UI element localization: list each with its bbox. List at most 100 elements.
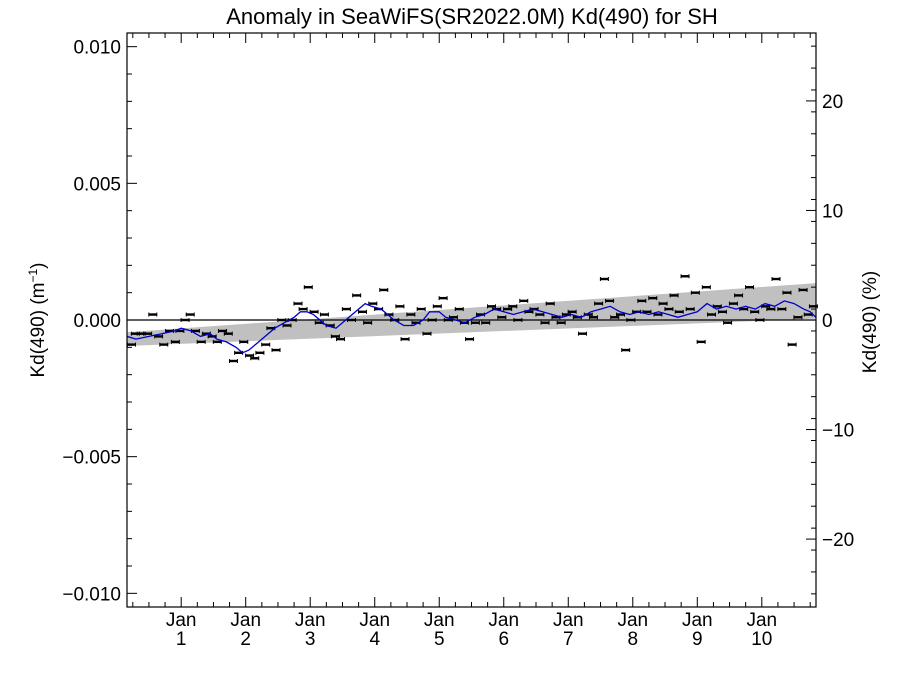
data-point-7: [159, 342, 169, 347]
running-mean-line: [126, 300, 817, 354]
data-point-48: [379, 287, 389, 292]
data-point-107: [696, 339, 706, 344]
data-point-116: [745, 285, 755, 290]
data-point-106: [690, 290, 700, 295]
data-point-26: [261, 342, 271, 347]
y-right-tick-label: 20: [822, 92, 843, 113]
data-point-79: [545, 301, 555, 306]
data-point-59: [438, 296, 448, 301]
data-point-98: [648, 296, 658, 301]
data-point-9: [170, 339, 180, 344]
y-right-tick-label: −10: [822, 421, 854, 442]
data-point-91: [610, 315, 620, 320]
y-axis-label-left-main: Kd(490) (m: [28, 282, 49, 377]
data-point-65: [470, 320, 480, 325]
data-point-40: [336, 337, 346, 342]
data-point-16: [207, 334, 217, 339]
data-point-126: [798, 287, 808, 292]
x-tick-label-year: 6: [498, 629, 509, 650]
data-point-20: [228, 359, 238, 363]
data-point-41: [341, 307, 351, 312]
x-tick-label-month: Jan: [488, 610, 519, 631]
x-tick-label-month: Jan: [617, 610, 648, 631]
y-axis-label-left-superscript: −1: [26, 268, 40, 282]
data-point-28: [271, 348, 281, 353]
data-point-93: [621, 348, 631, 353]
data-point-89: [599, 277, 609, 281]
data-point-23: [245, 353, 255, 358]
data-point-125: [793, 315, 803, 320]
data-point-101: [664, 307, 674, 312]
data-point-12: [185, 312, 195, 317]
data-point-37: [319, 312, 329, 317]
data-point-73: [513, 318, 523, 322]
data-point-67: [481, 320, 491, 325]
data-point-44: [357, 309, 367, 314]
y-left-tick-label: 0.000: [73, 311, 121, 332]
data-point-120: [766, 307, 776, 312]
data-point-74: [519, 298, 529, 303]
x-tick-label-year: 5: [434, 629, 445, 650]
x-tick-label-month: Jan: [682, 610, 713, 631]
y-right-tick-label: −20: [822, 530, 854, 551]
data-point-72: [508, 304, 518, 309]
data-point-77: [535, 312, 545, 317]
data-point-64: [465, 337, 475, 342]
data-point-123: [782, 290, 792, 295]
data-point-22: [239, 339, 249, 344]
data-point-45: [363, 320, 373, 325]
x-tick-label-month: Jan: [424, 610, 455, 631]
data-point-103: [674, 309, 684, 314]
data-point-58: [432, 304, 442, 309]
data-point-19: [223, 331, 233, 336]
data-point-100: [658, 301, 668, 306]
data-point-4: [143, 331, 153, 336]
data-point-121: [771, 277, 781, 281]
data-point-102: [669, 293, 679, 298]
data-point-105: [685, 307, 695, 312]
data-point-34: [303, 285, 313, 290]
x-tick-label-month: Jan: [295, 610, 326, 631]
data-point-33: [298, 307, 308, 312]
data-point-117: [750, 309, 760, 314]
y-right-tick-label: 10: [822, 201, 843, 222]
data-point-32: [293, 301, 303, 306]
data-point-122: [777, 307, 787, 312]
x-tick-label-year: 10: [751, 629, 772, 650]
x-tick-label-month: Jan: [230, 610, 261, 631]
x-tick-label-month: Jan: [746, 610, 777, 631]
y-left-tick-label: 0.005: [73, 174, 121, 195]
x-tick-label-month: Jan: [553, 610, 584, 631]
data-point-62: [454, 307, 464, 312]
data-point-55: [416, 307, 426, 312]
data-point-118: [755, 318, 765, 322]
data-point-71: [503, 307, 513, 312]
data-point-108: [701, 285, 711, 290]
y-right-tick-label: 0: [822, 311, 833, 332]
data-point-114: [734, 293, 744, 298]
data-point-39: [330, 334, 340, 339]
data-point-83: [567, 309, 577, 314]
data-point-25: [255, 350, 265, 355]
x-tick-label-month: Jan: [166, 610, 197, 631]
y-left-tick-label: −0.010: [62, 584, 121, 605]
data-point-90: [605, 298, 615, 303]
data-point-43: [352, 293, 362, 298]
data-point-18: [217, 328, 227, 333]
data-point-87: [588, 315, 598, 320]
data-point-53: [406, 312, 416, 317]
data-point-112: [723, 320, 733, 325]
data-point-111: [717, 309, 727, 314]
data-point-78: [540, 320, 550, 325]
y-left-tick-label: −0.005: [62, 448, 121, 469]
x-tick-label-year: 7: [563, 629, 574, 650]
data-point-5: [148, 312, 158, 317]
data-point-14: [196, 339, 206, 344]
data-point-56: [422, 331, 432, 336]
y-left-tick-label: 0.010: [73, 38, 121, 59]
data-point-68: [486, 304, 496, 309]
data-point-11: [180, 318, 190, 322]
data-point-24: [250, 356, 260, 361]
data-point-109: [706, 312, 716, 317]
